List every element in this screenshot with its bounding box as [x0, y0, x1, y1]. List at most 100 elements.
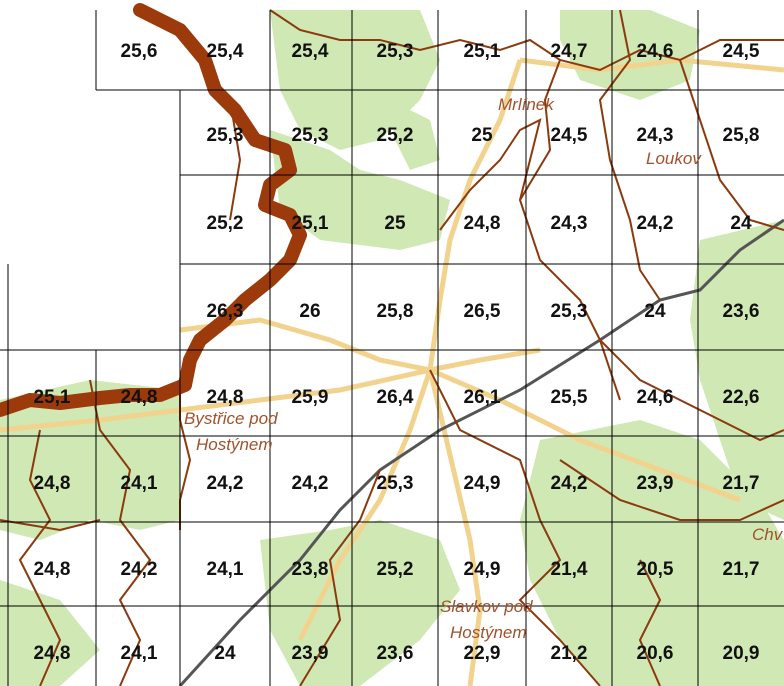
grid-cell-value: 25,1: [464, 41, 501, 62]
forest-area: [520, 420, 784, 686]
forest-area: [390, 100, 440, 170]
grid-cell-value: 20,5: [637, 559, 674, 580]
grid-cell-value: 23,9: [292, 643, 329, 664]
grid-cell-value: 24,6: [637, 387, 674, 408]
forest-area: [260, 520, 460, 686]
municipal-border: [638, 559, 662, 686]
grid-cell-value: 24,3: [637, 125, 674, 146]
municipal-borders: [0, 9, 784, 686]
grid-cell-value: 25,2: [207, 213, 244, 234]
municipal-border: [429, 369, 601, 686]
grid-cell-value: 25,5: [551, 387, 588, 408]
grid-cell-value: 24,9: [464, 473, 501, 494]
municipal-border: [179, 380, 192, 530]
grid-cell-value: 23,8: [292, 559, 329, 580]
grid-cell-value: 25,9: [292, 387, 329, 408]
forest-area: [0, 380, 180, 540]
grid-cell-value: 25,4: [207, 41, 244, 62]
grid-cell-value: 24: [214, 643, 236, 664]
grid-cell-value: 24,8: [34, 473, 71, 494]
grid-cell-value: 25: [471, 125, 493, 146]
place-labels: Mrlínek Loukov Bystřice pod Hostýnem Chv…: [184, 95, 784, 642]
grid-cell-value: 24,7: [551, 41, 588, 62]
grid-cell-value: 24,5: [551, 125, 588, 146]
municipal-border: [269, 9, 784, 72]
road: [427, 369, 483, 686]
roads: [0, 57, 784, 686]
grid-cell-value: 26,4: [377, 387, 414, 408]
grid-cell-value: 25,3: [377, 473, 414, 494]
grid-cell-value: 21,7: [723, 559, 760, 580]
grid-cell-value: 24,1: [121, 643, 158, 664]
road: [429, 367, 741, 503]
grid-cell-value: 23,6: [723, 301, 760, 322]
grid-cell-value: 20,9: [723, 643, 760, 664]
grid-cell-value: 24,2: [121, 559, 158, 580]
grid-cell-value: 24,6: [637, 41, 674, 62]
place-label-bystrice-line2: Hostýnem: [196, 435, 273, 454]
grid-cell-value: 24,2: [207, 473, 244, 494]
grid-cell-value: 24,5: [723, 41, 760, 62]
road: [179, 317, 541, 373]
place-label-chv: Chv: [752, 525, 784, 544]
place-label-slavkov-line1: Slavkov pod: [440, 597, 533, 616]
grid-cell-value: 22,9: [464, 643, 501, 664]
municipal-border: [439, 118, 542, 231]
grid-cell-value: 25,8: [723, 125, 760, 146]
place-label-slavkov-line2: Hostýnem: [450, 623, 527, 642]
grid-cell-value: 24,2: [637, 213, 674, 234]
municipal-border: [18, 429, 62, 686]
grid-cell-value: 25,2: [377, 125, 414, 146]
forest-area: [690, 220, 784, 520]
municipal-border: [679, 59, 784, 231]
municipal-border: [0, 519, 101, 532]
grid-cell-value: 25,8: [377, 301, 414, 322]
municipal-border: [599, 339, 784, 442]
grid-cell-value: 24,8: [464, 213, 501, 234]
grid-cell-value: 25,3: [377, 41, 414, 62]
grid-cell-value: 23,9: [637, 473, 674, 494]
grid-cell-value: 24,8: [34, 643, 71, 664]
grid-cell-value: 25: [384, 213, 406, 234]
municipal-border: [518, 59, 621, 401]
place-label-mrlinek: Mrlínek: [498, 95, 555, 114]
grid-cell-value: 22,6: [723, 387, 760, 408]
grid-cell-value: 24,8: [207, 387, 244, 408]
grid-cell-value: 24,1: [121, 473, 158, 494]
grid-cell-value: 20,6: [637, 643, 674, 664]
municipal-border: [559, 459, 784, 521]
municipal-border: [299, 469, 381, 686]
grid-cell-value: 23,6: [377, 643, 414, 664]
road: [0, 367, 431, 433]
grid-cell-value: 24: [730, 213, 752, 234]
grid-cell-value: 25,4: [292, 41, 329, 62]
district-border: [0, 3, 307, 417]
grid-cell-value: 25,3: [207, 125, 244, 146]
grid-cell-value: 24,2: [292, 473, 329, 494]
grid-cell-value: 24,9: [464, 559, 501, 580]
municipal-border: [89, 379, 152, 686]
grid-cell-value: 21,4: [551, 559, 588, 580]
grid-cell-value: 24,3: [551, 213, 588, 234]
grid-cell-value: 24,8: [121, 387, 158, 408]
grid-cell-value: 24: [644, 301, 666, 322]
grid-cell-value: 25,3: [292, 125, 329, 146]
grid-cell-value: 21,7: [723, 473, 760, 494]
grid-cell-value: 25,1: [34, 387, 71, 408]
grid-cell-value: 24,8: [34, 559, 71, 580]
place-label-bystrice-line1: Bystřice pod: [184, 409, 278, 428]
grid-cell-value: 26,1: [464, 387, 501, 408]
place-label-loukov: Loukov: [646, 149, 702, 168]
railway-line: [178, 218, 784, 686]
grid-cell-value: 26: [299, 301, 320, 322]
road: [297, 369, 433, 642]
forest-areas: [0, 10, 784, 686]
grid-lines: [0, 10, 784, 686]
grid-cell-value: 25,1: [292, 213, 329, 234]
grid-cell-value: 25,3: [551, 301, 588, 322]
grid-cell-value: 26,5: [464, 301, 501, 322]
grid-cell-value: 21,2: [551, 643, 588, 664]
road: [519, 57, 784, 73]
